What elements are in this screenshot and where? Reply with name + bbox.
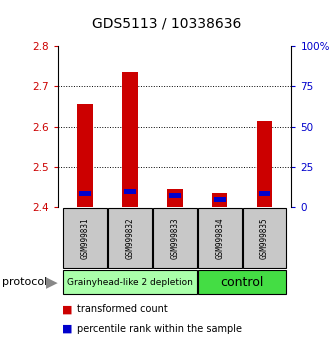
Text: ■: ■	[62, 324, 72, 334]
Bar	[257, 120, 272, 207]
Text: GSM999831: GSM999831	[81, 217, 90, 259]
Bar	[212, 193, 227, 207]
FancyBboxPatch shape	[108, 208, 152, 268]
Text: GSM999834: GSM999834	[215, 217, 224, 259]
Text: GDS5113 / 10338636: GDS5113 / 10338636	[92, 16, 241, 30]
Text: GSM999833: GSM999833	[170, 217, 179, 259]
Text: transformed count: transformed count	[77, 304, 167, 314]
Text: GSM999835: GSM999835	[260, 217, 269, 259]
FancyBboxPatch shape	[198, 208, 242, 268]
Bar	[122, 72, 138, 207]
Bar	[77, 104, 93, 207]
Bar	[79, 191, 91, 196]
FancyBboxPatch shape	[198, 270, 286, 294]
Text: Grainyhead-like 2 depletion: Grainyhead-like 2 depletion	[67, 278, 193, 287]
FancyBboxPatch shape	[242, 208, 286, 268]
Bar	[169, 193, 181, 198]
Text: GSM999832: GSM999832	[126, 217, 135, 259]
Bar	[214, 197, 225, 202]
Bar	[124, 189, 136, 194]
FancyBboxPatch shape	[63, 270, 197, 294]
FancyBboxPatch shape	[153, 208, 197, 268]
FancyBboxPatch shape	[63, 208, 107, 268]
Bar	[259, 191, 270, 196]
Text: ■: ■	[62, 304, 72, 314]
Text: percentile rank within the sample: percentile rank within the sample	[77, 324, 241, 334]
Bar	[167, 189, 183, 207]
Text: protocol: protocol	[2, 277, 47, 287]
Text: ▶: ▶	[46, 275, 58, 290]
Text: control: control	[220, 276, 264, 289]
